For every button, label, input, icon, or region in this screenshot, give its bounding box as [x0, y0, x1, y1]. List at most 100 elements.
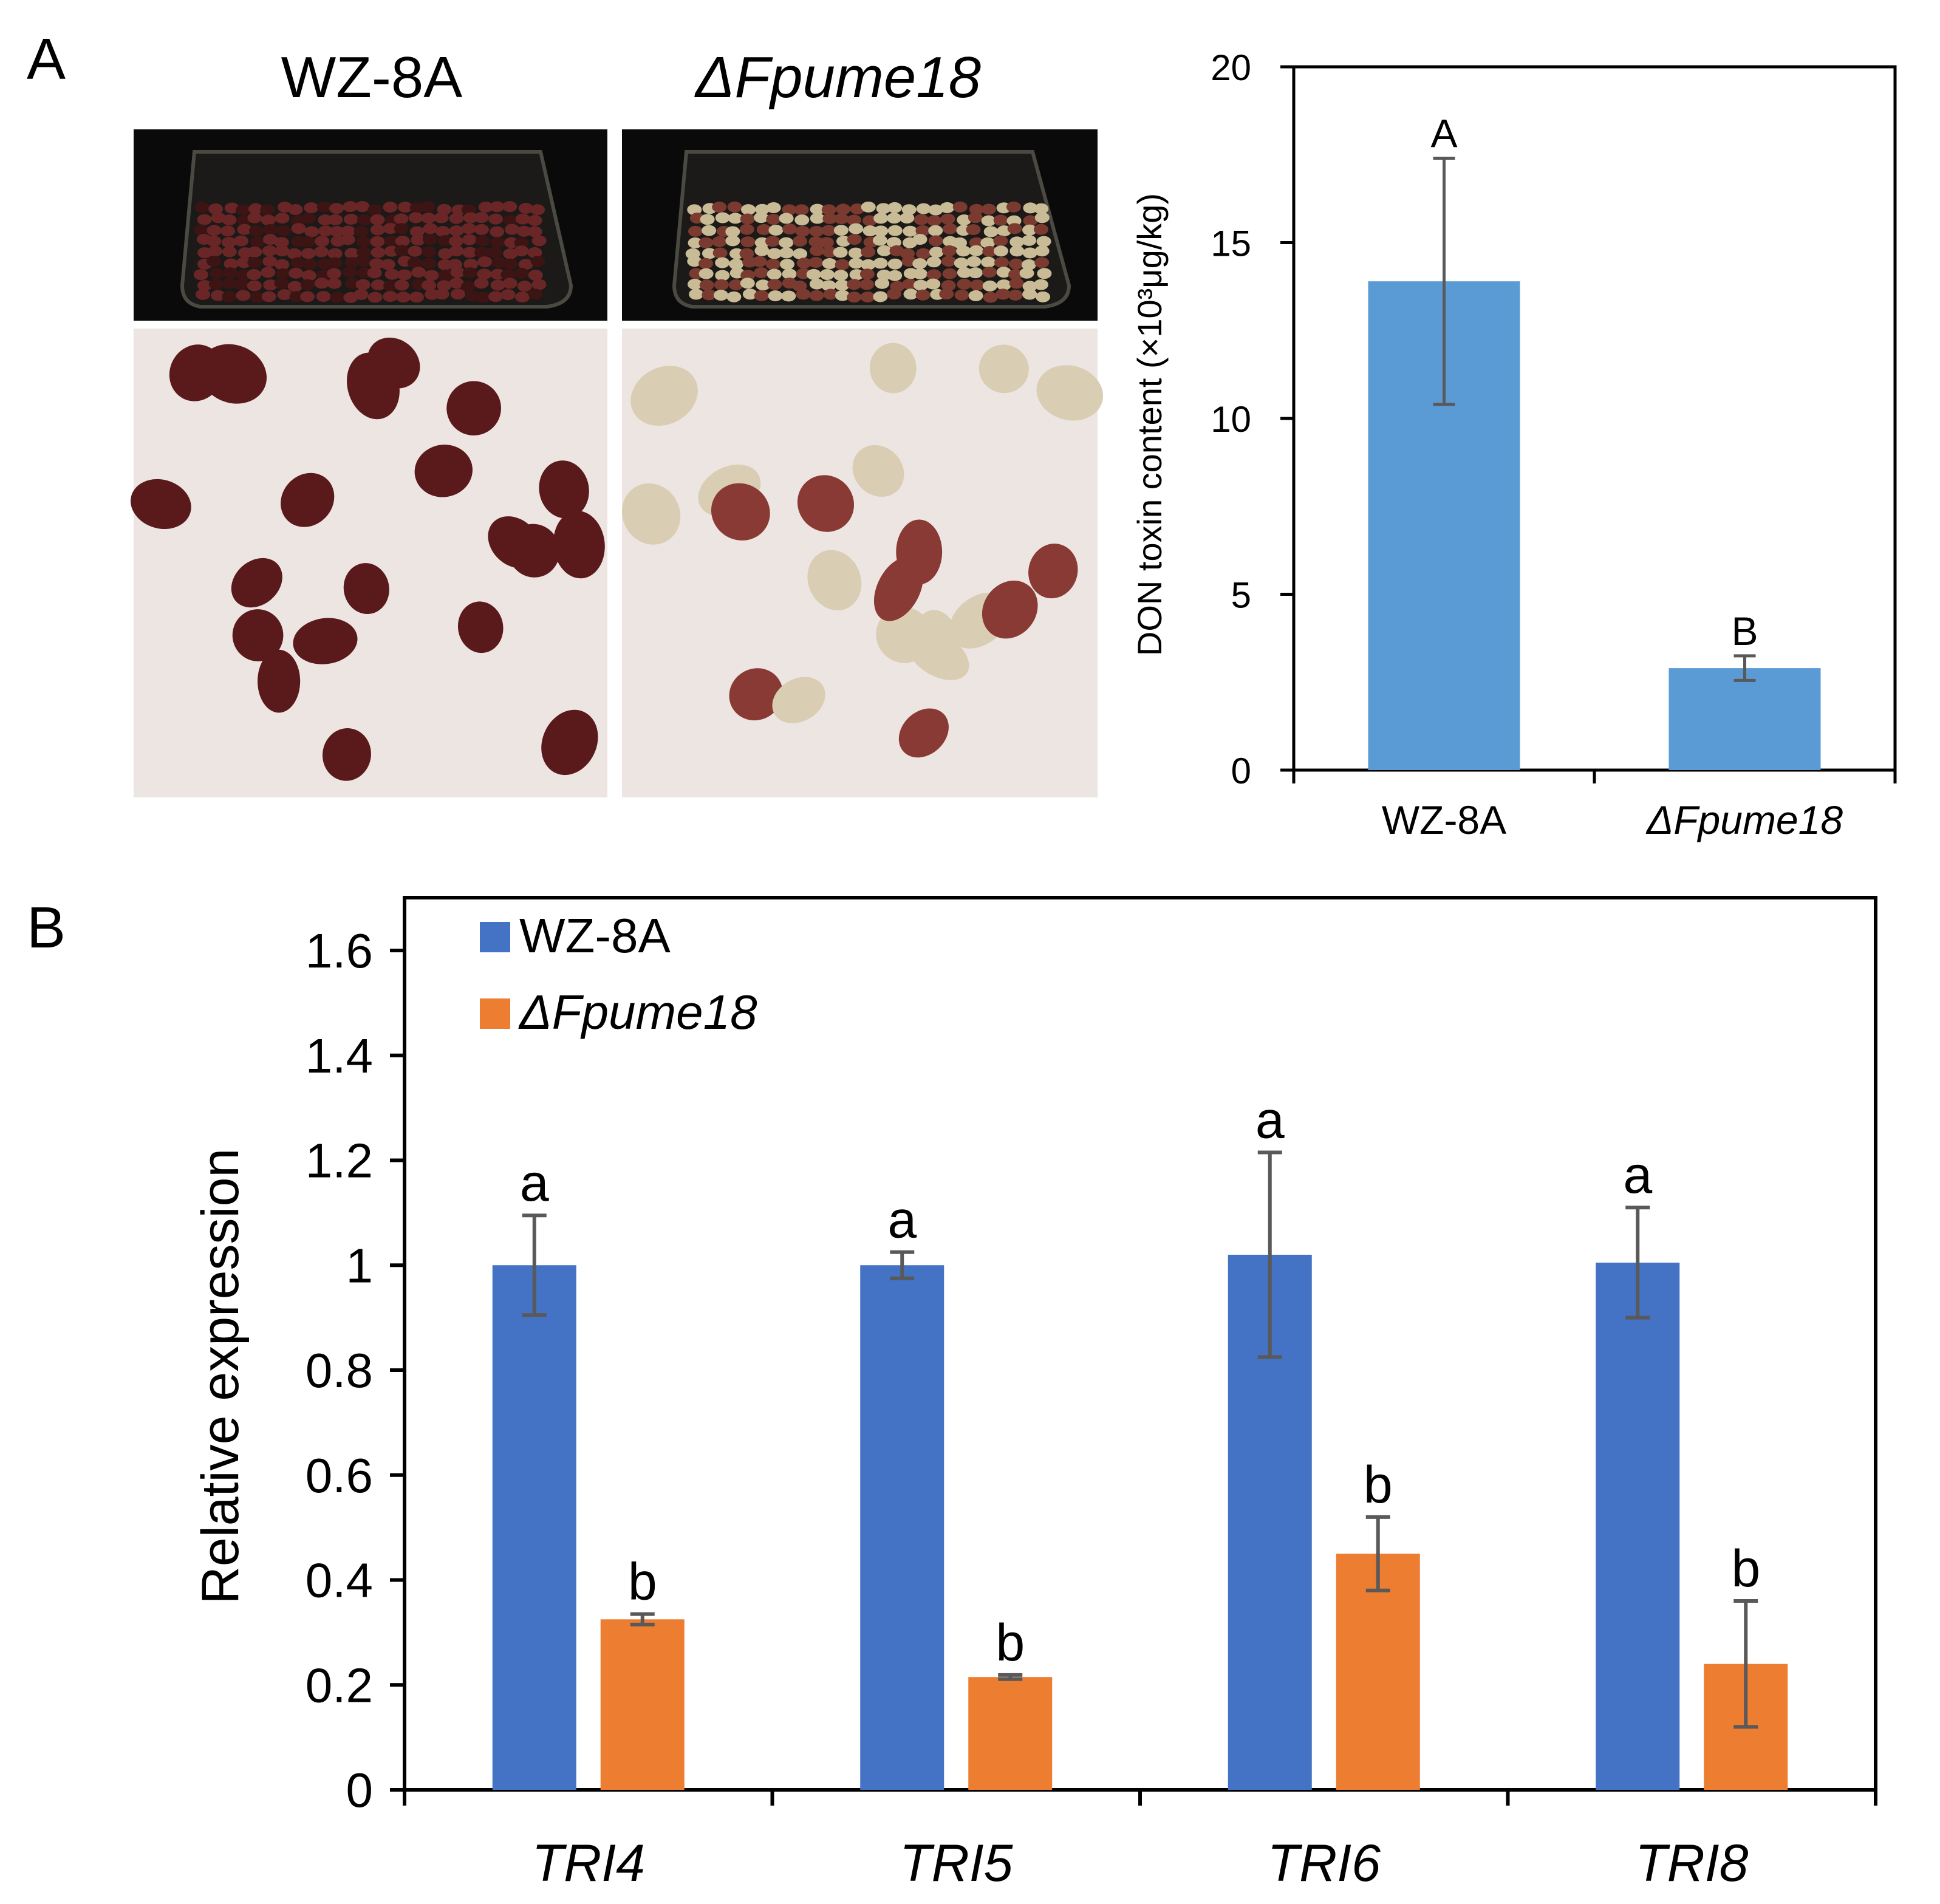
- flask-seed: [1021, 259, 1036, 270]
- flask-seed: [689, 288, 704, 300]
- flask-seed: [490, 226, 505, 237]
- flask-seed: [767, 268, 782, 280]
- flask-seed: [1036, 236, 1051, 247]
- flask-seed: [527, 247, 542, 259]
- flask-seed: [290, 257, 306, 268]
- flask-seed: [462, 247, 477, 258]
- flask-seed: [981, 215, 996, 227]
- flask-seed: [754, 212, 769, 223]
- flask-seed: [779, 259, 794, 270]
- flask-seed: [528, 288, 543, 300]
- flask-seed: [304, 226, 319, 237]
- flask-seed: [291, 223, 306, 234]
- flask-seed: [996, 279, 1011, 291]
- flask-seed: [982, 267, 997, 278]
- flask-seed: [860, 291, 875, 302]
- flask-seed: [380, 259, 395, 270]
- flask-seed: [900, 213, 915, 224]
- flask-seed: [809, 278, 824, 290]
- flask-seed: [207, 256, 222, 267]
- flask-seed: [263, 223, 278, 235]
- significance-label: A: [1430, 111, 1457, 156]
- flask-seed: [249, 225, 264, 237]
- flask-seed: [728, 279, 743, 290]
- flask-seed: [810, 213, 825, 224]
- flask-seed: [222, 291, 237, 302]
- flask-seed: [222, 278, 237, 289]
- legend-label: WZ-8A: [519, 909, 671, 963]
- flask-seed: [779, 247, 794, 259]
- flask-seed: [277, 289, 292, 301]
- flask-seed: [861, 259, 876, 270]
- seed: [488, 516, 541, 568]
- flask-seed: [250, 292, 265, 303]
- flask-seed: [222, 214, 237, 226]
- flask-seed: [247, 269, 262, 281]
- flask-seed: [836, 203, 851, 215]
- flask-seed: [222, 246, 237, 258]
- flask-seed: [782, 204, 797, 216]
- flask-seed: [437, 203, 452, 215]
- y-tick-label: 1.2: [306, 1134, 373, 1188]
- seed: [630, 366, 698, 426]
- flask-seed: [1022, 247, 1037, 259]
- bar-ΔFpume18: [1668, 668, 1821, 770]
- seed: [553, 511, 605, 579]
- flask-seed: [210, 267, 225, 279]
- x-tick-label: TRI5: [900, 1834, 1014, 1892]
- flask-seed: [715, 270, 730, 281]
- flask-seed: [729, 248, 744, 259]
- flask-seed: [327, 268, 342, 279]
- flask-seed: [994, 257, 1009, 268]
- flask-seed: [490, 237, 505, 248]
- flask-seed: [940, 213, 955, 225]
- panel-b-label: B: [27, 895, 66, 960]
- flask-seed: [276, 225, 292, 236]
- flask-seed: [450, 267, 465, 278]
- flask-seed: [835, 279, 850, 291]
- flask-seed: [916, 248, 931, 259]
- seed: [457, 601, 504, 653]
- seed: [898, 708, 949, 758]
- flask-seed: [873, 291, 888, 302]
- flask-seed: [461, 223, 476, 234]
- y-tick-label: 0.4: [306, 1554, 373, 1608]
- flask-seed: [1037, 268, 1052, 279]
- flask-seed: [833, 270, 849, 281]
- flask-seed: [742, 288, 757, 300]
- flask-seed: [1034, 212, 1050, 223]
- flask-seed: [193, 269, 208, 281]
- y-tick-label: 10: [1211, 399, 1251, 440]
- flask-seed: [859, 279, 874, 290]
- flask-seed: [343, 213, 358, 225]
- flask-seed: [688, 225, 703, 237]
- flask-seed: [714, 279, 729, 290]
- flask-seed: [357, 267, 372, 279]
- flask-seed: [341, 225, 356, 237]
- flask-seed: [767, 279, 782, 290]
- flask-seed: [438, 248, 453, 259]
- flask-seed: [913, 279, 928, 291]
- flask-seed: [702, 248, 717, 259]
- flask-seed: [367, 292, 383, 303]
- flask-seed: [448, 236, 463, 247]
- y-tick-label: 1.4: [306, 1029, 373, 1083]
- flask-seed: [1007, 223, 1022, 234]
- flask-seed: [301, 213, 316, 224]
- flask-seed: [224, 202, 239, 214]
- flask-seed: [300, 236, 315, 248]
- flask-seed: [740, 278, 755, 289]
- flask-seed: [954, 289, 969, 301]
- flask-seed: [207, 236, 222, 247]
- flask-seed: [767, 248, 782, 259]
- seed: [131, 479, 191, 530]
- flask-seed: [207, 225, 222, 236]
- flask-seed: [688, 278, 703, 290]
- flask-seed: [247, 280, 262, 292]
- flask-seed: [370, 214, 385, 225]
- flask-seed: [397, 269, 412, 281]
- flask-seed: [886, 288, 901, 300]
- flask-seed: [289, 291, 304, 302]
- flask-seed: [355, 201, 370, 213]
- seed: [322, 728, 371, 781]
